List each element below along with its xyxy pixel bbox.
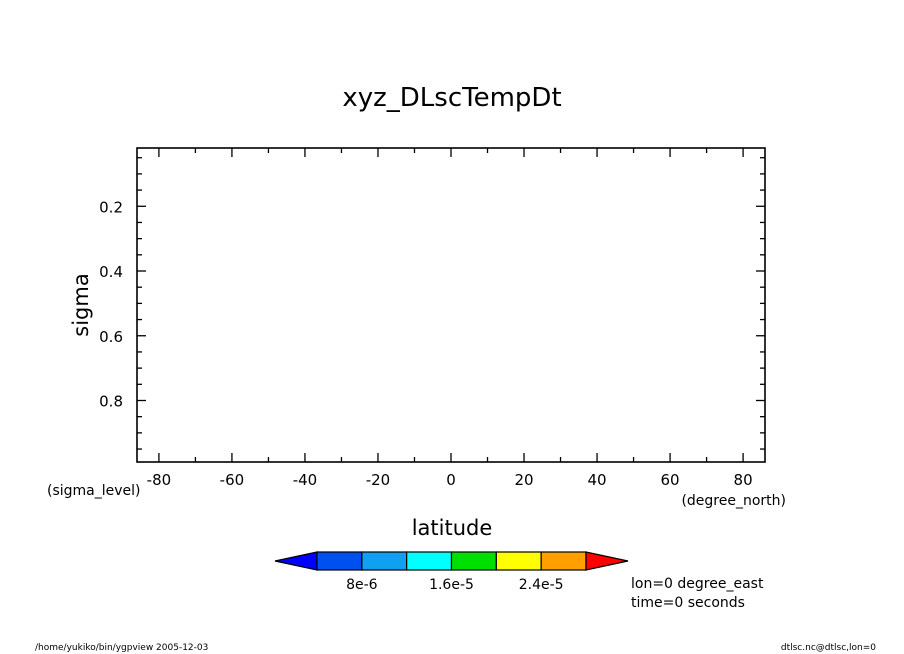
x-axis-label: latitude bbox=[412, 516, 493, 540]
x-tick-label: -80 bbox=[147, 471, 172, 489]
y-axis-label: sigma bbox=[69, 273, 93, 336]
colorbar-segment bbox=[316, 551, 363, 571]
x-tick-label: 60 bbox=[661, 471, 680, 489]
x-axis-units: (degree_north) bbox=[681, 493, 786, 509]
x-tick-label: -20 bbox=[366, 471, 391, 489]
colorbar-segment bbox=[361, 551, 408, 571]
y-tick-label: 0.8 bbox=[99, 392, 123, 410]
annotation-time: time=0 seconds bbox=[631, 595, 745, 611]
colorbar-segment bbox=[495, 551, 542, 571]
footer-source: dtlsc.nc@dtlsc,lon=0 bbox=[781, 643, 876, 653]
x-tick-label: 0 bbox=[446, 471, 456, 489]
colorbar-segment bbox=[450, 551, 497, 571]
plot-area bbox=[136, 147, 766, 463]
x-tick-label: 40 bbox=[587, 471, 606, 489]
x-tick-label: -60 bbox=[220, 471, 245, 489]
colorbar-extend-high bbox=[585, 551, 629, 571]
annotation-lon: lon=0 degree_east bbox=[631, 576, 764, 592]
x-tick-label: 80 bbox=[734, 471, 753, 489]
colorbar-label: 2.4e-5 bbox=[519, 577, 564, 593]
x-tick-label: -40 bbox=[293, 471, 318, 489]
colorbar-extend-low bbox=[274, 551, 318, 571]
y-tick-label: 0.4 bbox=[99, 263, 123, 281]
y-tick-labels: 0.2 0.4 0.6 0.8 bbox=[99, 198, 123, 410]
y-tick-label: 0.2 bbox=[99, 198, 123, 216]
y-tick-label: 0.6 bbox=[99, 328, 123, 346]
colorbar-labels: 8e-6 1.6e-5 2.4e-5 bbox=[346, 577, 563, 593]
axis-ticks bbox=[137, 148, 765, 462]
x-tick-labels: -80 -60 -40 -20 0 20 40 60 80 bbox=[147, 471, 753, 489]
colorbar bbox=[274, 551, 629, 571]
footer-path: /home/yukiko/bin/ygpview 2005-12-03 bbox=[35, 643, 208, 653]
colorbar-label: 1.6e-5 bbox=[429, 577, 474, 593]
colorbar-segment bbox=[406, 551, 453, 571]
y-axis-units: (sigma_level) bbox=[47, 483, 141, 499]
colorbar-segment bbox=[540, 551, 587, 571]
x-tick-label: 20 bbox=[514, 471, 533, 489]
chart-title: xyz_DLscTempDt bbox=[342, 83, 561, 113]
colorbar-label: 8e-6 bbox=[346, 577, 378, 593]
